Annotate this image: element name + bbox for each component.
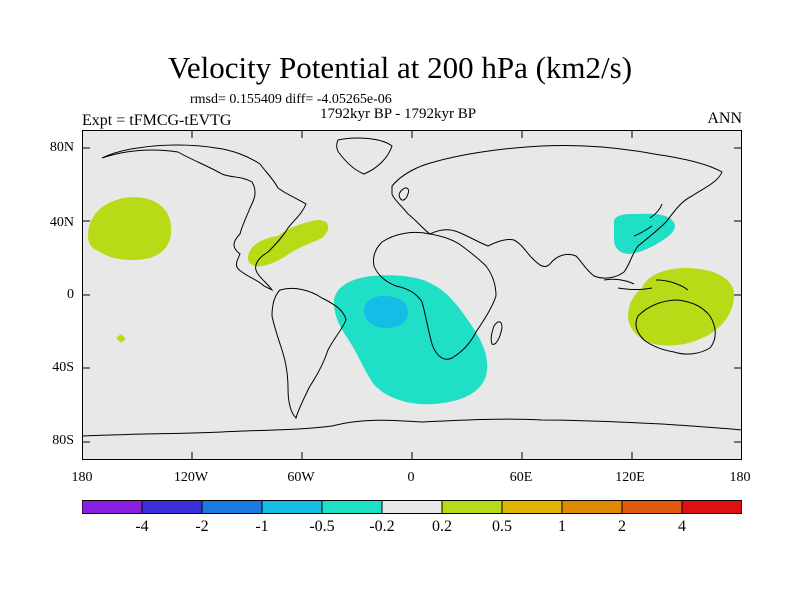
- colorbar-box: [561, 500, 623, 514]
- lon-label: 180: [71, 470, 93, 485]
- colorbar-box: [621, 500, 683, 514]
- colorbar-label: -0.5: [309, 518, 335, 535]
- coastline-africa: [373, 231, 497, 360]
- experiment-label: Expt = tFMCG-tEVTG: [82, 112, 232, 129]
- coastline-south-america: [271, 287, 347, 419]
- lat-label: 80N: [49, 140, 74, 155]
- coastline-australia: [635, 299, 716, 355]
- colorbar-label: 1: [558, 518, 566, 535]
- colorbar-label: 2: [618, 518, 626, 535]
- colorbar-label: -1: [255, 518, 269, 535]
- period-text: 1792kyr BP - 1792kyr BP: [320, 106, 477, 122]
- colorbar-box: [501, 500, 563, 514]
- coastline-eurasia: [391, 144, 723, 279]
- coastline-uk: [398, 187, 409, 201]
- coastline-north-america: [101, 144, 307, 292]
- colorbar-label: -2: [195, 518, 209, 535]
- colorbar-box: [141, 500, 203, 514]
- colorbar-label: 4: [678, 518, 686, 535]
- colorbar-label: 0.2: [432, 518, 452, 535]
- coastline-japan: [633, 203, 663, 237]
- lon-label: 120E: [615, 470, 645, 485]
- colorbar-box: [681, 500, 742, 514]
- colorbar-box: [201, 500, 263, 514]
- map-ticks: [82, 130, 742, 460]
- plot-title: Velocity Potential at 200 hPa (km2/s): [167, 50, 633, 85]
- positive-region-australia: [628, 268, 734, 346]
- lon-label: 180: [729, 470, 751, 485]
- lon-label: 0: [407, 470, 415, 485]
- negative-region-japan: [614, 213, 675, 254]
- lat-label: 0: [67, 287, 74, 302]
- coastline-madagascar: [490, 321, 503, 345]
- colorbar-box: [381, 500, 443, 514]
- colorbar-box: [321, 500, 383, 514]
- lat-label: 40S: [52, 360, 74, 375]
- lon-label: 120W: [173, 470, 209, 485]
- coastline-greenland: [336, 137, 393, 175]
- coastline-indonesia: [603, 278, 689, 291]
- colorbar-label: -0.2: [369, 518, 395, 535]
- coastline-antarctica: [82, 418, 742, 437]
- positive-region-north-pacific: [88, 197, 172, 260]
- colorbar-label: 0.5: [492, 518, 512, 535]
- positive-region-north-atlantic: [248, 220, 329, 267]
- map-panel: [82, 130, 742, 460]
- stats-text: rmsd= 0.155409 diff= -4.05265e-06: [190, 92, 392, 107]
- colorbar-box: [261, 500, 323, 514]
- colorbar-label: -4: [135, 518, 149, 535]
- negative-region-core: [364, 296, 408, 328]
- season-label: ANN: [707, 110, 742, 127]
- lon-label: 60E: [509, 470, 533, 485]
- colorbar: [82, 500, 742, 514]
- lon-label: 60W: [287, 470, 315, 485]
- coastlines: [82, 137, 742, 437]
- lat-label: 40N: [49, 215, 74, 230]
- lat-label: 80S: [52, 433, 74, 448]
- positive-region-small-patch: [116, 334, 126, 343]
- colorbar-box: [82, 500, 143, 514]
- colorbar-box: [441, 500, 503, 514]
